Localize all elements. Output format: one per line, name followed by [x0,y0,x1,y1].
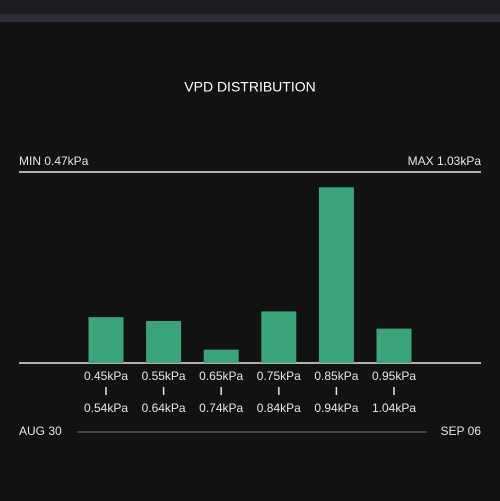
max-label: MAX 1.03kPa [408,154,482,168]
bar [376,328,412,363]
bin-low-label: 0.95kPa [372,369,416,383]
bin-high-label: 0.54kPa [84,401,128,415]
bar [318,187,354,363]
bin-low-label: 0.45kPa [84,369,128,383]
bin-high-label: 0.64kPa [142,401,186,415]
chart-title: VPD DISTRIBUTION [184,79,315,95]
bin-low-label: 0.65kPa [199,369,243,383]
top-bar [0,0,500,14]
bar [88,317,124,363]
bin-high-label: 0.84kPa [257,401,301,415]
bar [203,349,239,363]
min-label: MIN 0.47kPa [19,154,89,168]
end-date: SEP 06 [441,424,482,438]
start-date: AUG 30 [19,424,62,438]
bin-low-label: 0.75kPa [257,369,301,383]
bin-low-label: 0.85kPa [314,369,358,383]
bar [146,320,182,363]
bin-low-label: 0.55kPa [142,369,186,383]
bar [261,311,297,363]
bin-high-label: 0.74kPa [199,401,243,415]
bin-high-label: 0.94kPa [314,401,358,415]
top-strip [0,14,500,22]
bin-high-label: 1.04kPa [372,401,416,415]
